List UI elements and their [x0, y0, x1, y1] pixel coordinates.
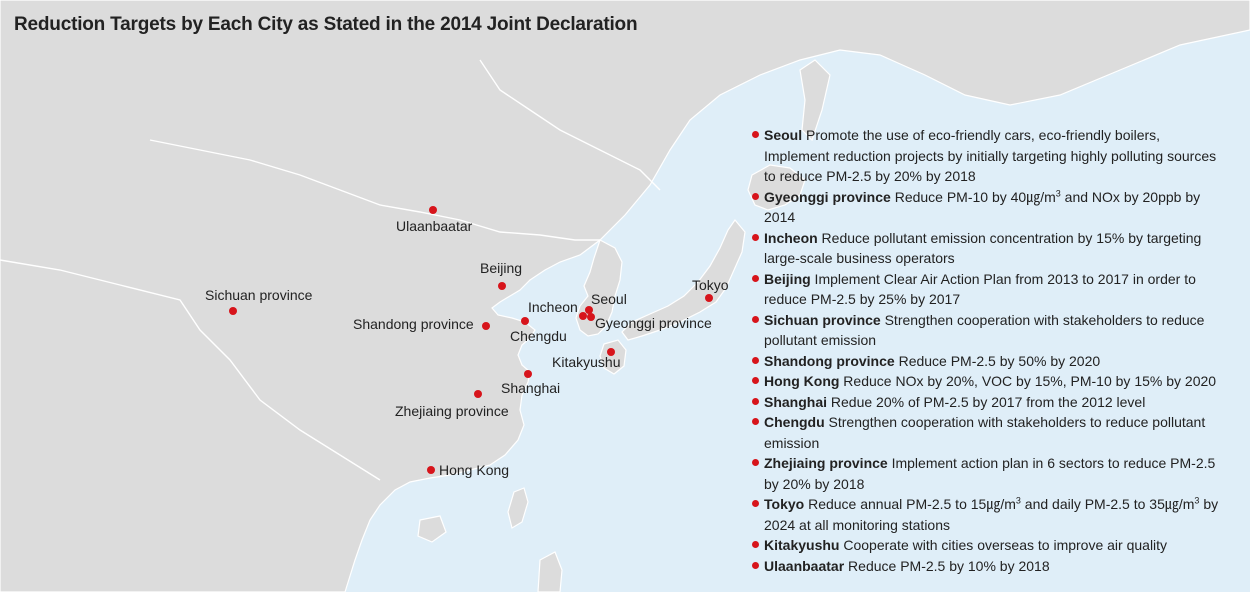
legend-city-name: Sichuan province [764, 311, 881, 328]
legend-item-shandong: Shandong province Reduce PM-2.5 by 50% b… [750, 351, 1220, 372]
legend-item-seoul: Seoul Promote the use of eco-friendly ca… [750, 125, 1220, 187]
legend-city-name: Zhejiaing province [764, 455, 888, 471]
red-dot-icon [752, 418, 759, 425]
legend-target-text: Implement action plan in 6 sectors to re… [764, 455, 1216, 492]
city-label-incheon: Incheon [528, 299, 578, 315]
red-dot-icon [752, 192, 759, 200]
legend-item-zhejiang: Zhejiaing province Implement action plan… [750, 453, 1220, 494]
city-label-kitakyushu: Kitakyushu [552, 354, 621, 370]
luzon-island [537, 551, 563, 592]
red-dot-icon[interactable] [607, 348, 615, 356]
kyushu-island [599, 339, 627, 375]
red-dot-icon [752, 131, 759, 138]
red-dot-icon[interactable] [474, 390, 482, 398]
legend-item-gyeonggi: Gyeonggi province Reduce PM-10 by 40㎍/m3… [750, 187, 1220, 228]
targets-legend: Seoul Promote the use of eco-friendly ca… [750, 125, 1220, 576]
legend-target-text: Promote the use of eco-friendly cars, ec… [764, 127, 1217, 184]
city-label-beijing: Beijing [480, 260, 523, 276]
legend-item-chengdu: Chengdu Strengthen cooperation with stak… [750, 412, 1220, 453]
superscript: 3 [1015, 495, 1021, 506]
city-label-seoul: Seoul [591, 291, 627, 307]
legend-city-name: Chengdu [764, 414, 825, 430]
taiwan-island [507, 487, 529, 529]
sakhalin-island [799, 59, 831, 142]
red-dot-icon [752, 459, 759, 466]
map-title: Reduction Targets by Each City as Stated… [14, 14, 638, 35]
legend-item-shanghai: Shanghai Redue 20% of PM-2.5 by 2017 fro… [750, 392, 1220, 413]
legend-target-text: Reduce NOx by 20%, VOC by 15%, PM-10 by … [839, 373, 1217, 389]
hokkaido-island [747, 164, 806, 211]
legend-target-text: by 2024 at all monitoring stations [764, 496, 1219, 533]
legend-item-hongkong: Hong Kong Reduce NOx by 20%, VOC by 15%,… [750, 371, 1220, 392]
red-dot-icon [752, 500, 759, 507]
city-label-zhejiang: Zhejiaing province [395, 403, 509, 419]
red-dot-icon[interactable] [229, 307, 237, 315]
city-label-chengdu: Chengdu [510, 328, 567, 344]
city-label-shanghai: Shanghai [501, 380, 561, 396]
legend-target-text: Implement Clear Air Action Plan from 201… [764, 270, 1196, 308]
red-dot-icon [752, 356, 759, 364]
legend-target-text: Reduce PM-2.5 by 10% by 2018 [844, 557, 1050, 574]
superscript: 3 [1055, 187, 1061, 198]
red-dot-icon[interactable] [498, 282, 506, 290]
red-dot-icon[interactable] [579, 312, 587, 320]
legend-target-text: Cooperate with cities overseas to improv… [839, 537, 1168, 553]
legend-target-text: Reduce pollutant emission concentration … [764, 229, 1202, 267]
city-label-ulaanbaatar: Ulaanbaatar [396, 218, 473, 234]
red-dot-icon [752, 397, 759, 405]
legend-city-name: Beijing [764, 270, 811, 287]
legend-item-beijing: Beijing Implement Clear Air Action Plan … [750, 269, 1220, 310]
red-dot-icon [752, 274, 759, 282]
red-dot-icon [752, 233, 759, 241]
legend-city-name: Kitakyushu [764, 537, 840, 553]
legend-item-ulaanbaatar: Ulaanbaatar Reduce PM-2.5 by 10% by 2018 [750, 556, 1220, 577]
legend-city-name: Shandong province [764, 352, 895, 369]
hainan-island [417, 515, 447, 543]
legend-target-text: and NOx by 20ppb by 2014 [764, 188, 1201, 226]
legend-item-sichuan: Sichuan province Strengthen cooperation … [750, 310, 1220, 351]
red-dot-icon [752, 315, 759, 323]
legend-item-incheon: Incheon Reduce pollutant emission concen… [750, 228, 1220, 269]
red-dot-icon[interactable] [521, 317, 529, 325]
legend-city-name: Incheon [764, 229, 818, 246]
legend-item-tokyo: Tokyo Reduce annual PM-2.5 to 15㎍/m3 and… [750, 494, 1220, 535]
city-label-sichuan: Sichuan province [205, 287, 313, 303]
red-dot-icon[interactable] [705, 294, 713, 302]
legend-target-text: Reduce PM-2.5 by 50% by 2020 [894, 352, 1101, 369]
red-dot-icon[interactable] [585, 306, 593, 314]
legend-target-text: Reduce PM-10 by 40㎍/m [890, 188, 1056, 205]
red-dot-icon [752, 541, 759, 548]
legend-city-name: Tokyo [764, 496, 805, 512]
red-dot-icon[interactable] [482, 322, 490, 330]
legend-city-name: Hong Kong [764, 373, 840, 389]
legend-city-name: Shanghai [764, 393, 828, 410]
legend-item-kitakyushu: Kitakyushu Cooperate with cities oversea… [750, 535, 1220, 556]
legend-city-name: Seoul [764, 127, 803, 143]
legend-target-text: Strengthen cooperation with stakeholders… [764, 311, 1205, 349]
legend-target-text: and daily PM-2.5 to 35㎍/m [1020, 496, 1195, 512]
legend-city-name: Gyeonggi province [764, 188, 891, 205]
city-label-tokyo: Tokyo [692, 277, 729, 293]
legend-target-text: Reduce annual PM-2.5 to 15㎍/m [804, 496, 1016, 512]
country-borders [0, 59, 661, 481]
red-dot-icon [752, 377, 759, 384]
legend-target-text: Redue 20% of PM-2.5 by 2017 from the 201… [827, 393, 1146, 410]
red-dot-icon[interactable] [429, 206, 437, 214]
honshu-island [621, 219, 746, 341]
red-dot-icon[interactable] [587, 313, 595, 321]
city-label-shandong: Shandong province [353, 316, 474, 332]
red-dot-icon[interactable] [524, 370, 532, 378]
legend-target-text: Strengthen cooperation with stakeholders… [764, 414, 1206, 451]
city-label-hongkong: Hong Kong [439, 462, 510, 478]
legend-city-name: Ulaanbaatar [764, 557, 845, 574]
red-dot-icon[interactable] [427, 466, 435, 474]
superscript: 3 [1194, 495, 1200, 506]
red-dot-icon [752, 561, 759, 569]
city-label-gyeonggi: Gyeonggi province [595, 315, 712, 331]
